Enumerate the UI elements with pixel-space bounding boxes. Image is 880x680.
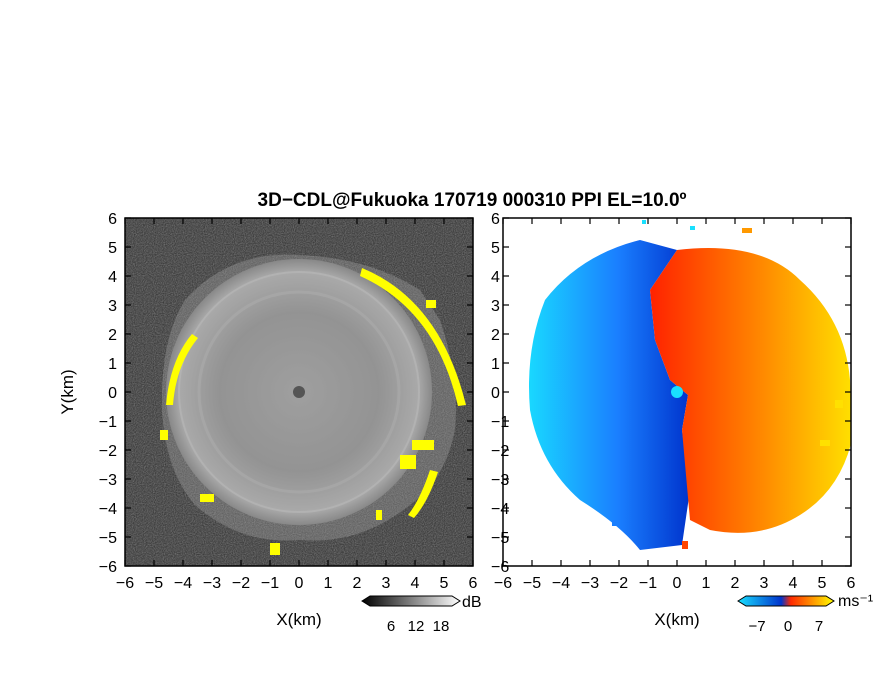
ytick-label: 5 [108, 240, 117, 257]
xtick-label: −4 [174, 575, 192, 592]
highlight-speckle-1 [412, 440, 434, 450]
highlight-speckle-5 [160, 430, 168, 440]
ytick-label: −2 [491, 443, 509, 460]
ytick-label: 0 [108, 385, 117, 402]
ytick-label: 6 [108, 211, 117, 228]
velocity-edge-speckles [612, 220, 843, 549]
xtick-label: 3 [382, 575, 391, 592]
chart-title: 3D−CDL@Fukuoka 170719 000310 PPI EL=10.0… [258, 190, 687, 211]
xtick-label: 6 [469, 575, 478, 592]
ytick-label: 3 [108, 298, 117, 315]
ytick-label: 2 [491, 327, 500, 344]
highlight-arc-west [166, 334, 198, 405]
xtick-label: −3 [203, 575, 221, 592]
right-colorbar-label: ms⁻¹ [838, 593, 873, 610]
ytick-label: −2 [99, 443, 117, 460]
highlight-speckle-6 [376, 510, 382, 520]
xtick-label: 2 [731, 575, 740, 592]
xtick-label: −2 [610, 575, 628, 592]
speckle-bottom-1 [682, 541, 688, 549]
xtick-label: −1 [639, 575, 657, 592]
ytick-label: −5 [491, 530, 509, 547]
speckle-bottom-2 [612, 520, 618, 526]
ytick-label: 5 [491, 240, 500, 257]
right-colorbar-tick-3: 7 [815, 618, 823, 635]
highlight-arc-southeast [408, 470, 438, 518]
left-panel-image [125, 218, 473, 566]
left-colorbar-bar [361, 595, 461, 607]
speckle-right-2 [835, 400, 843, 408]
xtick-label: 4 [411, 575, 420, 592]
xtick-label: 0 [673, 575, 682, 592]
ytick-label: −4 [491, 501, 509, 518]
ytick-label: 0 [491, 385, 500, 402]
ytick-label: −5 [99, 530, 117, 547]
left-ring-2 [178, 271, 420, 513]
xtick-label: −5 [145, 575, 163, 592]
left-ring-1 [197, 290, 401, 494]
xtick-label: −6 [494, 575, 512, 592]
left-highlight-echoes [160, 268, 466, 555]
speckle-top-1 [690, 226, 695, 230]
highlight-speckle-7 [426, 300, 436, 308]
xtick-label: −3 [581, 575, 599, 592]
left-colorbar-label: dB [462, 594, 482, 611]
ytick-label: 4 [491, 269, 500, 286]
xtick-label: 2 [353, 575, 362, 592]
highlight-speckle-2 [400, 455, 416, 469]
ytick-label: 4 [108, 269, 117, 286]
ytick-label: −4 [99, 501, 117, 518]
left-axes: −6 −5 −4 −3 −2 −1 0 1 2 3 4 5 6 −6 −5 −4 −3 −2 −1 0 1 2 3 4 5 6 [99, 211, 478, 592]
right-panel-image [503, 218, 851, 566]
highlight-speckle-4 [200, 494, 214, 502]
left-colorbar-tick-1: 6 [387, 618, 395, 635]
right-axes: −6 −5 −4 −3 −2 −1 0 1 2 3 4 5 6 −6 −5 −4 −3 −2 −1 0 1 2 3 4 5 6 [491, 211, 856, 592]
xtick-label: 5 [818, 575, 827, 592]
radar-site-marker-right [671, 386, 683, 398]
xtick-label: 3 [760, 575, 769, 592]
right-colorbar-bar [737, 595, 835, 607]
speckle-top-2 [742, 228, 752, 233]
xtick-label: −2 [232, 575, 250, 592]
xtick-label: 5 [440, 575, 449, 592]
ytick-label: −1 [99, 414, 117, 431]
xtick-label: −5 [523, 575, 541, 592]
left-colorbar-tick-2: 12 [408, 618, 425, 635]
ytick-label: 3 [491, 298, 500, 315]
ytick-label: 1 [108, 356, 117, 373]
ytick-label: −3 [99, 472, 117, 489]
left-xlabel: X(km) [276, 610, 321, 629]
left-ylabel: Y(km) [58, 369, 77, 414]
right-colorbar: ms⁻¹ −7 0 7 [737, 593, 873, 635]
highlight-speckle-3 [270, 543, 280, 555]
xtick-label: −6 [116, 575, 134, 592]
velocity-receding-region [650, 248, 851, 533]
xtick-label: 1 [702, 575, 711, 592]
ytick-label: −6 [491, 559, 509, 576]
ytick-label: 6 [491, 211, 500, 228]
ytick-label: −6 [99, 559, 117, 576]
xtick-label: −1 [261, 575, 279, 592]
right-colorbar-tick-1: −7 [748, 618, 765, 635]
xtick-label: 4 [789, 575, 798, 592]
left-colorbar-tick-3: 18 [433, 618, 450, 635]
left-colorbar: dB 6 12 18 [361, 594, 482, 635]
highlight-arc-east [360, 268, 466, 406]
xtick-label: 0 [295, 575, 304, 592]
ytick-label: 2 [108, 327, 117, 344]
speckle-right-1 [820, 440, 830, 446]
xtick-label: 6 [847, 575, 856, 592]
speckle-top-3 [642, 220, 646, 224]
left-scan-outer-haze [161, 254, 456, 541]
ytick-label: −3 [491, 472, 509, 489]
right-colorbar-tick-2: 0 [784, 618, 792, 635]
ytick-label: −1 [491, 414, 509, 431]
ytick-label: 1 [491, 356, 500, 373]
right-xlabel: X(km) [654, 610, 699, 629]
xtick-label: −4 [552, 575, 570, 592]
xtick-label: 1 [324, 575, 333, 592]
velocity-approaching-region [529, 240, 690, 550]
radar-site-marker-left [293, 386, 305, 398]
